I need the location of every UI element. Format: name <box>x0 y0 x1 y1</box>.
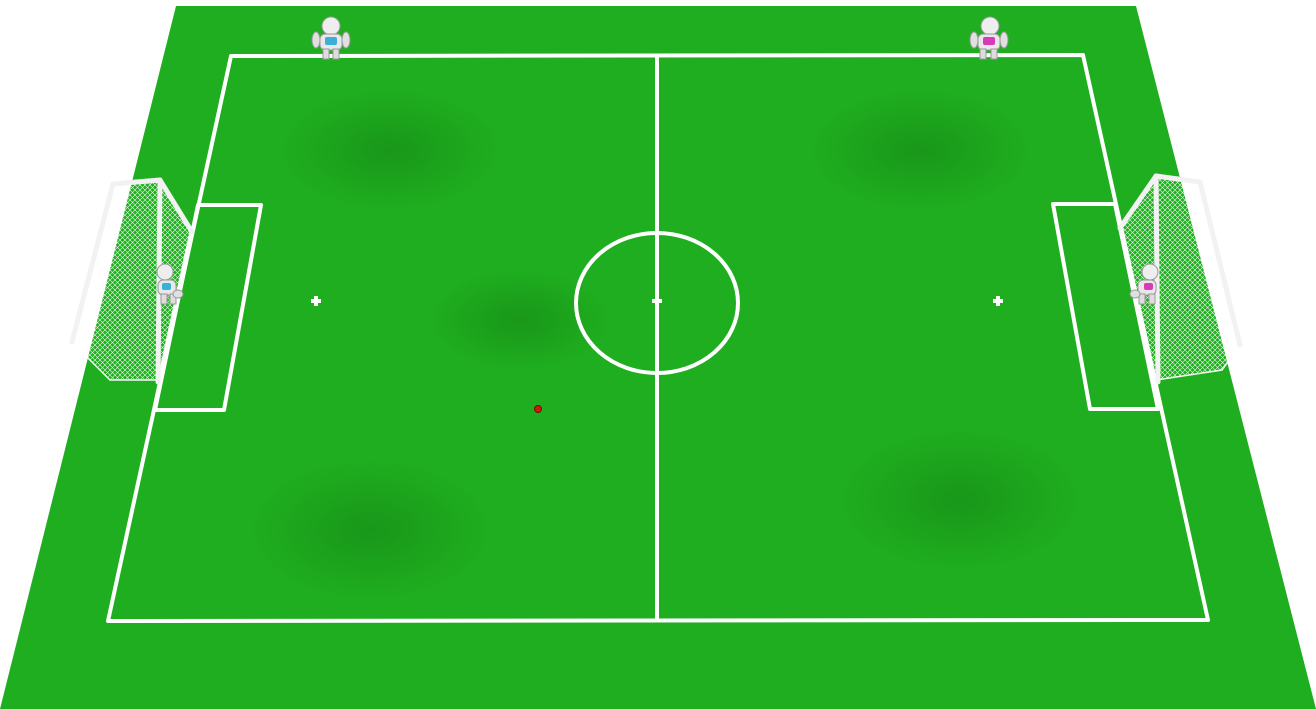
touchline-boundary <box>106 53 1210 623</box>
center-circle <box>574 231 740 375</box>
field-lines <box>106 53 1210 623</box>
robot-magenta-goalkeeper[interactable] <box>1129 263 1159 305</box>
left-goal-area <box>153 203 263 412</box>
robots <box>156 16 1159 305</box>
right-goal <box>1117 173 1243 385</box>
robot-blue-field-player[interactable] <box>311 16 351 60</box>
robot-magenta-field-player[interactable] <box>969 16 1009 60</box>
left-goal <box>69 177 195 385</box>
grass-shading <box>250 90 1080 600</box>
center-mark <box>652 299 662 303</box>
right-penalty-mark-v <box>996 296 1000 306</box>
left-penalty-mark-v <box>314 296 318 306</box>
field-marks <box>311 296 1003 306</box>
robot-blue-goalkeeper[interactable] <box>156 263 184 305</box>
soccer-ball[interactable] <box>534 405 542 413</box>
right-goal-area <box>1051 202 1160 411</box>
